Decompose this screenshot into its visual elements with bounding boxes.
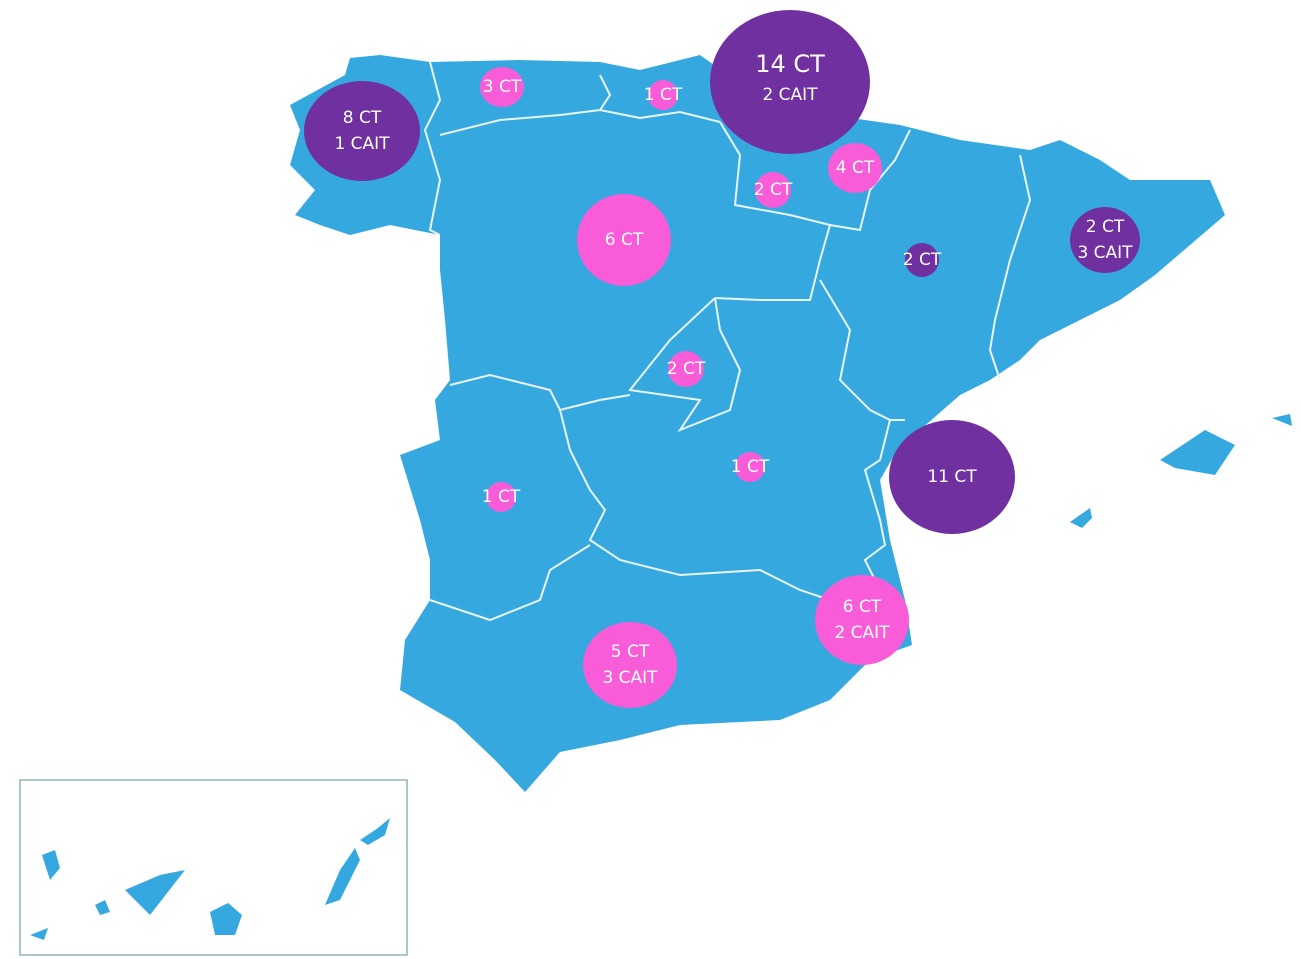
bubble: 3 CT <box>480 67 524 107</box>
bubble-label: 4 CT <box>836 158 875 178</box>
border <box>628 297 742 433</box>
bubble-label: 1 CAIT <box>334 134 390 154</box>
bubble-label: 6 CT <box>843 597 882 617</box>
bubble-label: 3 CT <box>483 77 522 97</box>
canary-inset <box>19 779 408 956</box>
island <box>95 900 110 915</box>
bubble: 11 CT <box>889 420 1015 534</box>
bubble-circle <box>735 452 765 482</box>
border <box>863 419 891 591</box>
bubble: 2 CT 3 CAIT <box>1070 207 1140 273</box>
border <box>449 373 631 412</box>
bubble-circle <box>828 143 882 193</box>
bubble-label: 2 CAIT <box>834 623 890 643</box>
bubble: 1 CT <box>482 482 521 512</box>
bubble-circle <box>710 10 870 154</box>
region-borders <box>423 61 1032 622</box>
bubble: 14 CT 2 CAIT <box>710 10 870 154</box>
island <box>30 928 48 940</box>
mallorca <box>1160 430 1235 475</box>
canary-islands <box>30 818 390 940</box>
bubble: 2 CT <box>754 172 793 208</box>
bubble-circle <box>905 243 939 277</box>
ibiza <box>1070 508 1092 528</box>
bubble: 2 CT <box>667 351 706 387</box>
bubble-label: 2 CT <box>667 359 706 379</box>
bubble-label: 2 CAIT <box>762 85 818 105</box>
bubbles: 8 CT 1 CAIT 3 CT 1 CT 14 CT 2 CAIT 4 CT 2 CT 6 C… <box>304 10 1140 708</box>
bubble-circle <box>648 80 678 110</box>
island <box>42 850 60 880</box>
border <box>599 74 612 111</box>
menorca <box>1272 414 1292 426</box>
bubble-circle <box>583 622 677 708</box>
border <box>819 279 905 421</box>
border <box>988 154 1032 381</box>
bubble-circle <box>815 575 909 665</box>
bubble-label: 3 CAIT <box>1077 243 1133 263</box>
bubble-label: 1 CT <box>482 487 521 507</box>
island <box>325 848 360 905</box>
bubble: 6 CT 2 CAIT <box>815 575 909 665</box>
border <box>559 409 831 601</box>
bubble-label: 6 CT <box>605 230 644 250</box>
bubble-label: 2 CT <box>1086 217 1125 237</box>
border <box>423 61 442 236</box>
bubble-circle <box>889 420 1015 534</box>
bubble-label: 2 CT <box>903 250 942 270</box>
bubble: 1 CT <box>644 80 683 110</box>
bubble-label: 5 CT <box>611 642 650 662</box>
bubble-circle <box>304 81 420 181</box>
border <box>429 544 591 622</box>
border <box>714 224 831 301</box>
bubble-label: 1 CT <box>644 85 683 105</box>
bubble-circle <box>480 67 524 107</box>
bubble: 8 CT 1 CAIT <box>304 81 420 181</box>
bubble-circle <box>1070 207 1140 273</box>
bubble-label: 1 CT <box>731 457 770 477</box>
bubble: 2 CT <box>903 243 942 277</box>
island <box>360 818 390 845</box>
bubble: 6 CT <box>577 194 671 286</box>
bubble: 1 CT <box>731 452 770 482</box>
bubble-circle <box>577 194 671 286</box>
bubble: 5 CT 3 CAIT <box>583 622 677 708</box>
island <box>210 903 242 935</box>
bubble-circle <box>668 351 704 387</box>
bubble-label: 3 CAIT <box>602 668 658 688</box>
mainland <box>290 55 1225 792</box>
bubble-label: 8 CT <box>343 108 382 128</box>
island <box>125 870 185 915</box>
bubble-circle <box>486 482 516 512</box>
bubble-circle <box>755 172 791 208</box>
bubble-label: 2 CT <box>754 180 793 200</box>
bubble: 4 CT <box>828 143 882 193</box>
bubble-label: 11 CT <box>927 467 977 487</box>
bubble-label: 14 CT <box>755 50 825 78</box>
